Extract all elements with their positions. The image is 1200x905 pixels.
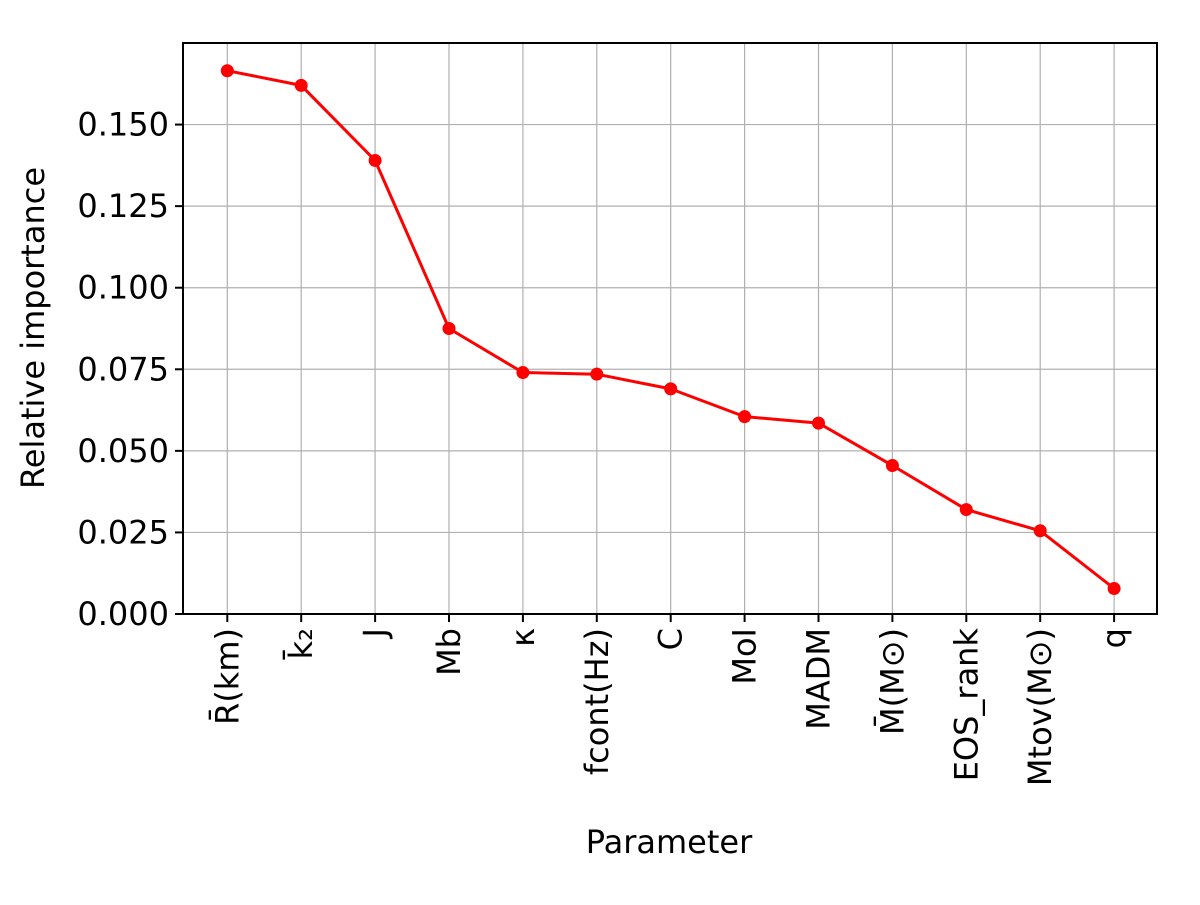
plot-frame: [182, 42, 1158, 615]
data-point: [590, 367, 604, 381]
x-tick-label: fcont(Hz): [578, 628, 616, 775]
y-tick-label: 0.050: [77, 432, 169, 470]
data-points: [220, 64, 1121, 596]
data-point: [664, 382, 678, 396]
data-point: [516, 366, 530, 380]
y-tick-label: 0.125: [77, 187, 169, 225]
y-tick-label: 0.025: [77, 513, 169, 551]
x-axis-label: Parameter: [586, 823, 753, 861]
x-tick-label: κ: [504, 628, 542, 647]
data-point: [442, 322, 456, 335]
x-tick-label: J: [356, 628, 394, 639]
x-tick-label: EOS_rank: [947, 628, 985, 782]
y-tick-label: 0.150: [77, 106, 169, 144]
y-axis-ticks: 0.000 0.025 0.050 0.075 0.100 0.125 0.150: [77, 106, 183, 633]
x-tick-label: q: [1095, 628, 1133, 648]
y-axis-label: Relative importance: [14, 167, 52, 489]
data-point: [1033, 524, 1047, 538]
x-axis-ticks: R̄(km) k̄₂ J Mb κ fcont(Hz) C MoI MADM M̄(M⊙) EOS_…: [207, 614, 1133, 786]
data-point: [885, 459, 899, 473]
data-point: [220, 64, 234, 78]
x-tick-label: R̄(km): [207, 628, 246, 725]
y-tick-label: 0.000: [77, 595, 169, 633]
y-tick-label: 0.075: [77, 350, 169, 388]
x-tick-label: M̄(M⊙): [873, 628, 912, 735]
grid: [183, 43, 1157, 615]
data-point: [812, 416, 825, 430]
y-tick-label: 0.100: [77, 269, 169, 307]
x-tick-label: Mtov(M⊙): [1021, 628, 1059, 786]
x-tick-label: MoI: [726, 628, 764, 685]
x-tick-label: Mb: [430, 628, 468, 676]
data-point: [368, 153, 382, 167]
data-point: [738, 410, 752, 424]
x-tick-label: MADM: [800, 628, 838, 730]
data-point: [959, 503, 973, 517]
x-tick-label: C: [652, 628, 690, 650]
data-point: [294, 78, 308, 92]
data-point: [1107, 582, 1121, 596]
x-tick-label: k̄₂: [281, 628, 320, 660]
